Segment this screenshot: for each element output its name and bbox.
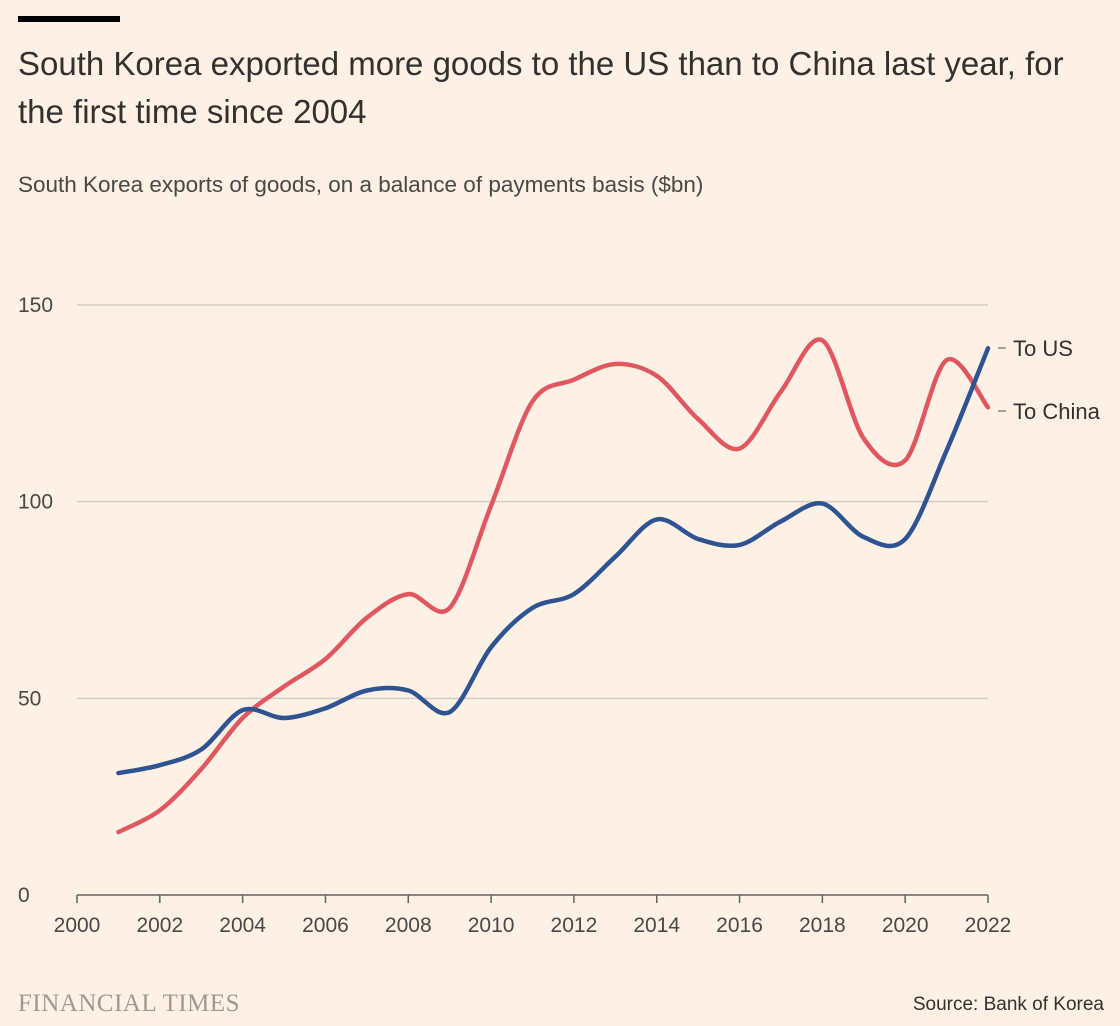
x-tick-label: 2004: [219, 914, 266, 937]
x-tick-label: 2014: [633, 914, 680, 937]
series-lines: [116, 337, 991, 835]
y-tick-label: 0: [18, 884, 30, 907]
x-tick-label: 2012: [551, 914, 598, 937]
ft-logo: FINANCIAL TIMES: [18, 990, 241, 1017]
x-tick-label: 2000: [54, 914, 101, 937]
series-label-to-china: To China: [1013, 399, 1101, 424]
x-tick-label: 2020: [882, 914, 929, 937]
brand-bar: [18, 16, 120, 22]
y-tick-label: 50: [18, 687, 41, 710]
y-tick-label: 100: [18, 491, 53, 514]
x-tick-label: 2008: [385, 914, 432, 937]
x-tick-label: 2016: [716, 914, 763, 937]
chart-subtitle: South Korea exports of goods, on a balan…: [18, 172, 704, 197]
chart-title: South Korea exported more goods to the U…: [18, 45, 1064, 130]
y-tick-label: 150: [18, 294, 53, 317]
axes: 0 50 100 150 2000 2002 2004 2006 2008 2010 2012 201…: [18, 294, 1011, 937]
x-tick-label: 2010: [468, 914, 515, 937]
x-tick-label: 2018: [799, 914, 846, 937]
x-tick-label: 2002: [136, 914, 183, 937]
series-line-to-us: [116, 346, 991, 776]
source-note: Source: Bank of Korea: [912, 994, 1104, 1015]
series-line-to-china: [116, 337, 991, 835]
x-tick-label: 2022: [965, 914, 1012, 937]
series-labels: To US To China: [998, 336, 1101, 424]
x-tick-label: 2006: [302, 914, 349, 937]
gridlines: [77, 304, 988, 700]
series-label-to-us: To US: [1013, 336, 1073, 361]
